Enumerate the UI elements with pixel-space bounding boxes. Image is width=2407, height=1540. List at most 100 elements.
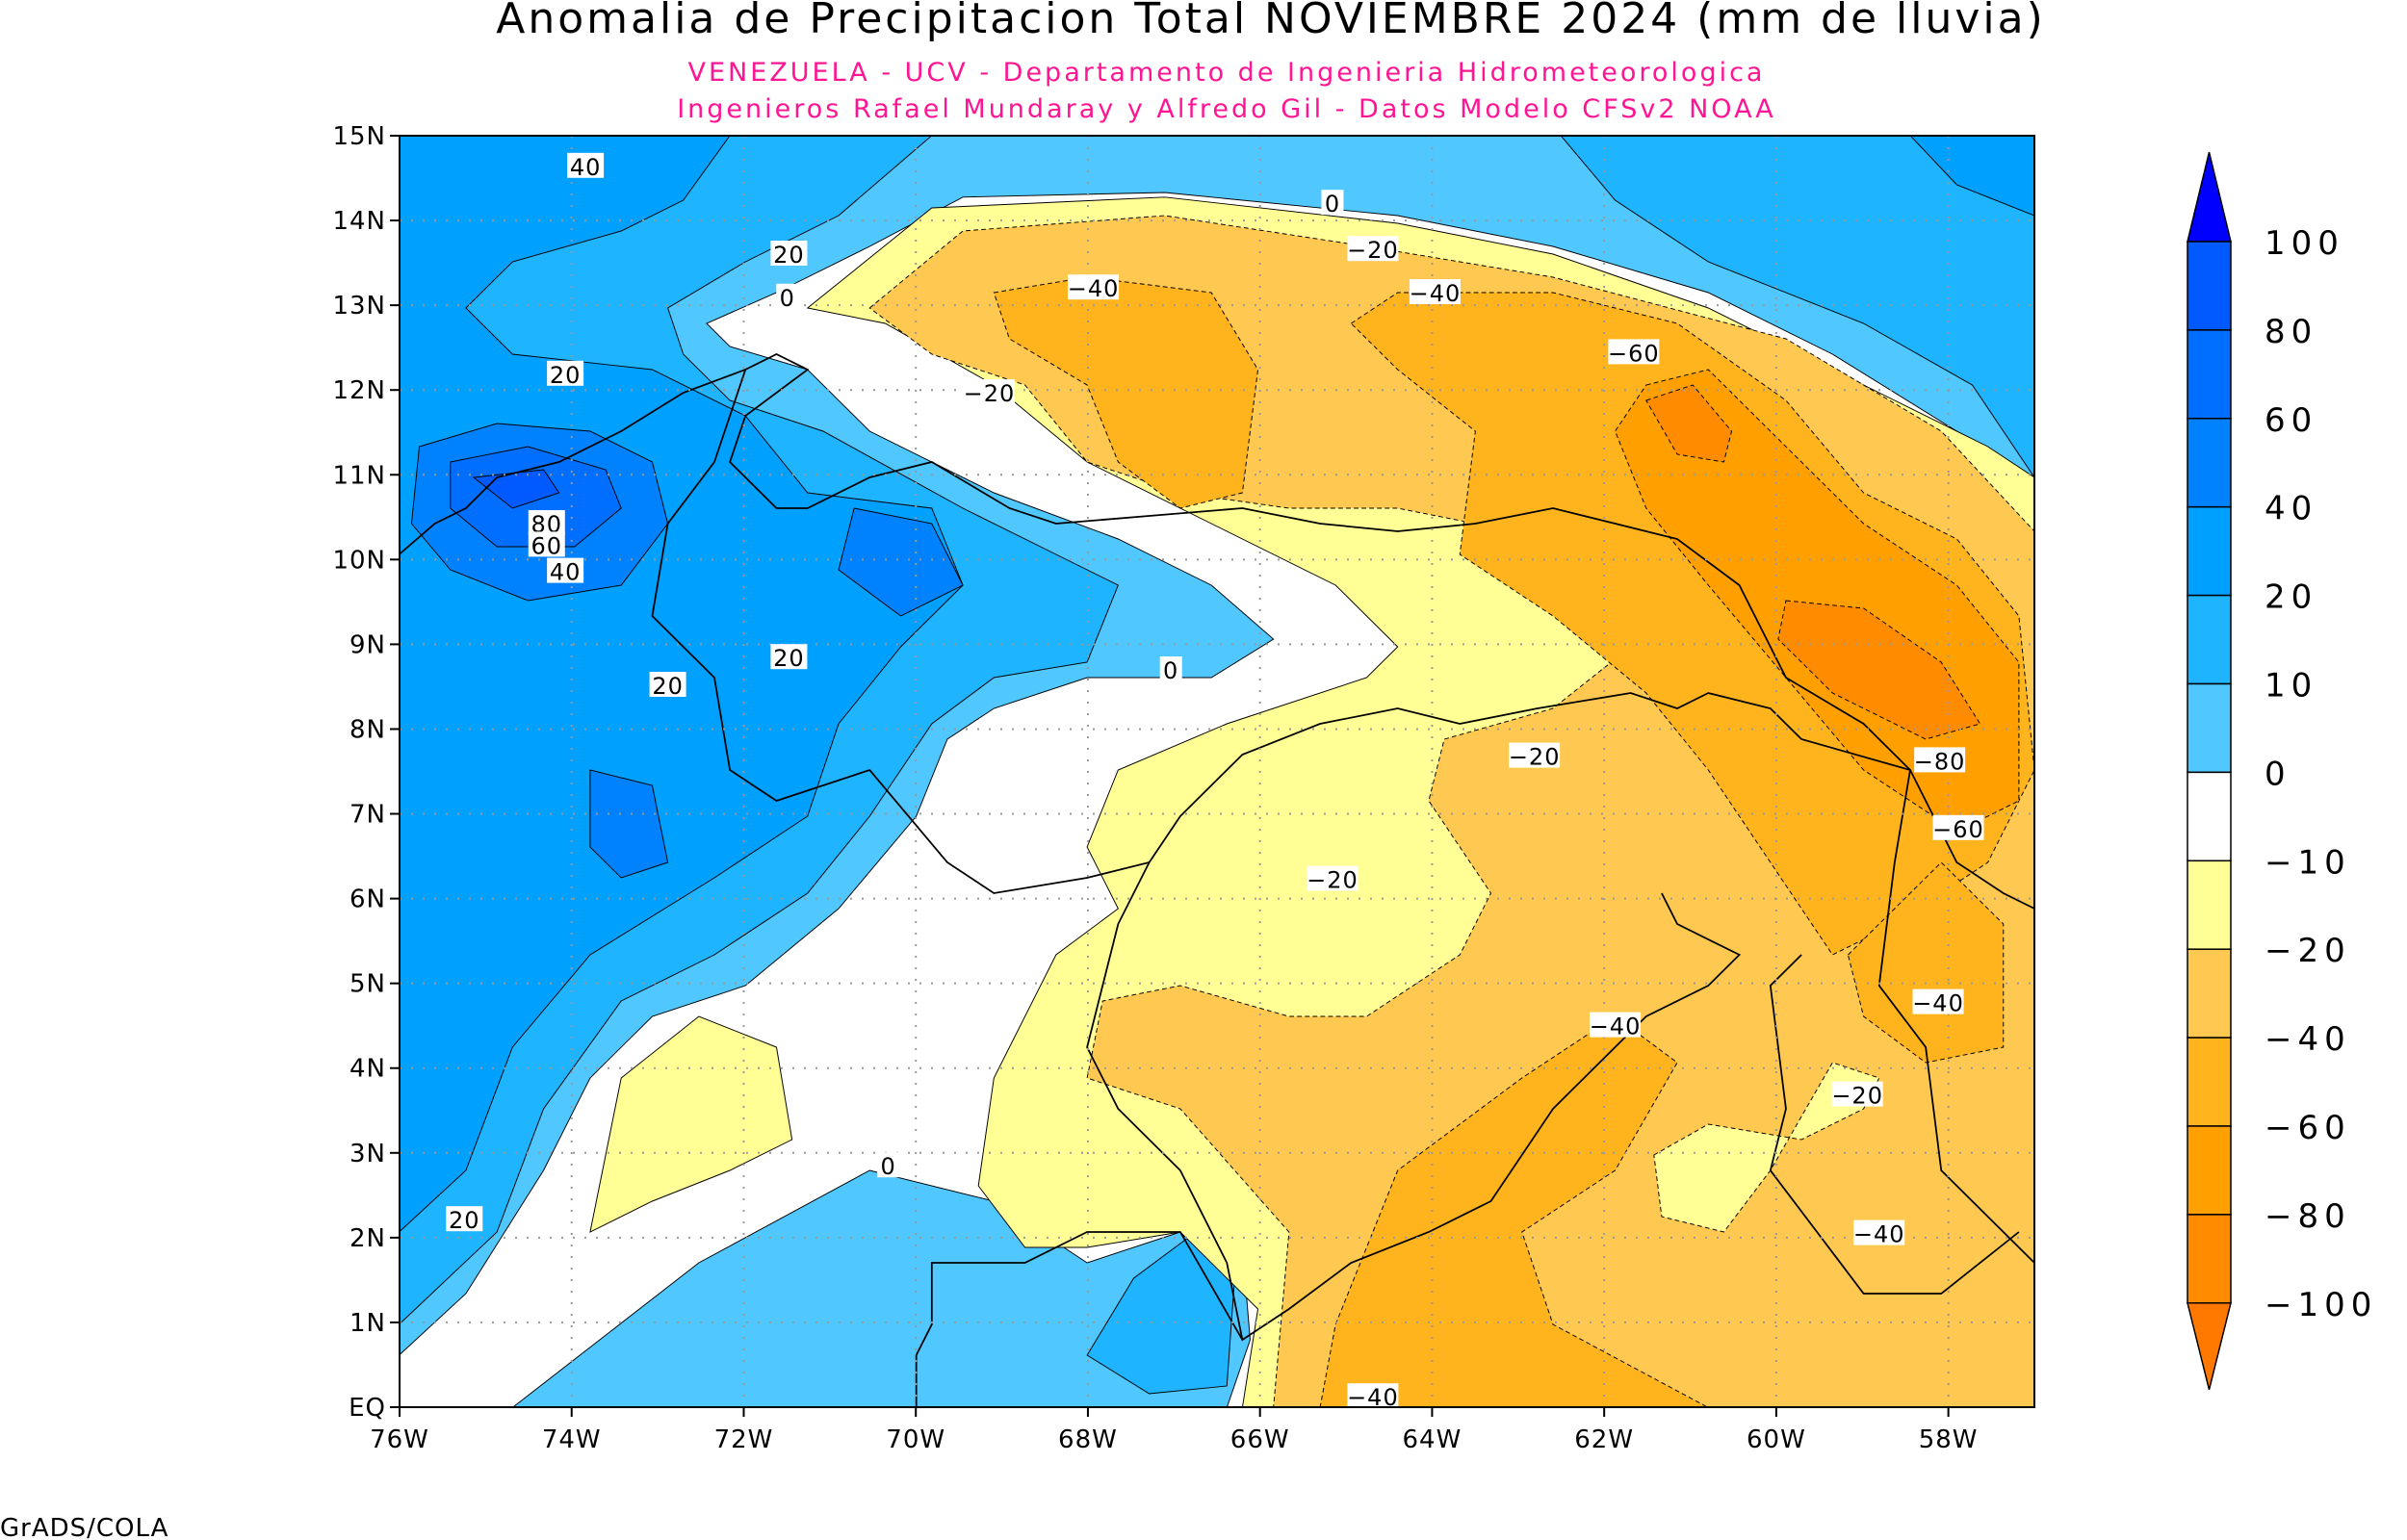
colorbar-segment	[2187, 948, 2232, 1039]
contour-label-bg	[1932, 814, 1984, 840]
contour-label-bg	[547, 360, 584, 386]
contour-fill-m10-m20-west	[589, 1015, 793, 1233]
contour-label-bg	[1912, 988, 1964, 1014]
country-border	[1086, 861, 1742, 1342]
contour-label: −40	[1912, 990, 1964, 1017]
coastline	[400, 353, 2034, 910]
axes: 76W 74W 72W 70W 68W 66W 64W 62W 60W 58W EQ 1N 2N 3N 4N…	[332, 122, 1977, 1454]
contour-fill-m10-m20-hole	[1653, 1062, 1880, 1233]
contour-label-bg	[1409, 279, 1461, 304]
y-tick-label: 4N	[349, 1055, 386, 1084]
contour-label-bg	[1608, 339, 1660, 365]
contour-label-bg	[963, 379, 1015, 404]
contour-label-bg	[528, 510, 565, 535]
contour-label: 0	[780, 285, 795, 312]
colorbar-segment	[2187, 682, 2232, 774]
contour-label: −60	[1932, 816, 1984, 843]
contour-label: 20	[773, 242, 805, 269]
colorbar-segment	[2187, 860, 2232, 950]
contour-label: −40	[1590, 1014, 1642, 1040]
contour-label: −40	[1347, 1384, 1399, 1411]
contour-fill-20-40-east	[1909, 136, 2034, 217]
colorbar-bottom-arrow	[2187, 1302, 2232, 1390]
contour-label-bg	[1159, 656, 1182, 681]
y-tick-label: 5N	[349, 970, 386, 999]
colorbar-label: −80	[2265, 1197, 2351, 1236]
contour-label: 0	[1163, 657, 1178, 684]
contour-label: −20	[1307, 867, 1359, 894]
contour-label-bg	[649, 672, 686, 697]
y-tick-label: 7N	[349, 801, 386, 830]
contour-label: 0	[880, 1153, 895, 1180]
x-tick-label: 62W	[1574, 1425, 1634, 1454]
colorbar-segment	[2187, 505, 2232, 597]
contour-label-bg	[1068, 274, 1120, 300]
contour-label: 40	[570, 154, 602, 181]
colorbar-label: 0	[2265, 755, 2291, 793]
contour-fill-m80-m100-a	[1645, 384, 1733, 463]
contour-label-bg	[1321, 190, 1344, 216]
contour-fill-m40-m60-d	[1847, 861, 2005, 1064]
colorbar-label: −20	[2265, 932, 2351, 970]
colorbar-segment	[2187, 329, 2232, 420]
country-border	[915, 1231, 1244, 1407]
contour-label-bg	[776, 283, 799, 309]
y-tick-label: 3N	[349, 1140, 386, 1168]
colorbar-segment	[2187, 1037, 2232, 1127]
contour-fill-40-60-c	[838, 507, 964, 617]
contour-label-bg	[1509, 742, 1561, 768]
y-tick-label: 1N	[349, 1309, 386, 1338]
contour-label: −80	[1914, 748, 1966, 775]
y-tick-label: 11N	[332, 461, 386, 490]
colorbar-label: 80	[2265, 313, 2317, 351]
colorbar-label: 10	[2265, 667, 2317, 706]
y-tick-label: 6N	[349, 886, 386, 914]
contour-label: −40	[1068, 275, 1120, 302]
contour-label: 0	[1325, 191, 1340, 218]
country-border	[1769, 954, 2020, 1295]
x-tick-label: 60W	[1747, 1425, 1806, 1454]
contour-label-bg	[528, 531, 565, 557]
contour-fill-m40-m60-a	[993, 276, 1259, 509]
contour-label: 20	[449, 1207, 480, 1234]
colorbar-label: −10	[2265, 843, 2351, 882]
contour-label: −20	[1347, 237, 1399, 264]
contour-fill-m80-m100-b	[1777, 600, 1981, 740]
x-tick-label: 74W	[542, 1425, 602, 1454]
colorbar-label: 40	[2265, 490, 2317, 528]
contour-label-bg	[1590, 1012, 1642, 1038]
contour-label-bg	[1347, 1383, 1399, 1407]
colorbar-label: 20	[2265, 578, 2317, 617]
y-tick-label: 13N	[332, 292, 386, 321]
contour-label: 20	[773, 645, 805, 672]
contour-fill-40-60-b	[589, 769, 669, 879]
x-tick-label: 70W	[886, 1425, 945, 1454]
map-frame	[399, 135, 2035, 1408]
y-tick-label: 15N	[332, 122, 386, 151]
contour-label-bg	[1307, 865, 1359, 891]
y-tick-label: 12N	[332, 376, 386, 405]
contour-label: −20	[1831, 1083, 1883, 1110]
y-tick-label: 14N	[332, 207, 386, 236]
contour-label-bg	[547, 557, 584, 583]
contour-fill-m40-m60-c	[1319, 1015, 1709, 1407]
x-tick-label: 76W	[370, 1425, 429, 1454]
colorbar-segment	[2187, 418, 2232, 508]
colorbar-segment	[2187, 241, 2232, 331]
colorbar-segment	[2187, 1214, 2232, 1304]
colorbar-label: −40	[2265, 1020, 2351, 1059]
contour-label: 60	[531, 532, 563, 559]
colorbar-label: 60	[2265, 401, 2317, 440]
contour-label-bg	[1831, 1081, 1883, 1107]
contour-label-bg	[567, 152, 605, 178]
contour-label: 20	[652, 673, 684, 700]
colorbar-segment	[2187, 594, 2232, 685]
contour-label: −40	[1410, 280, 1462, 307]
footer-credit: GrADS/COLA	[0, 1514, 168, 1540]
contour-label-bg	[770, 241, 808, 266]
contour-label: −60	[1608, 340, 1660, 367]
contour-label: 20	[550, 362, 582, 389]
